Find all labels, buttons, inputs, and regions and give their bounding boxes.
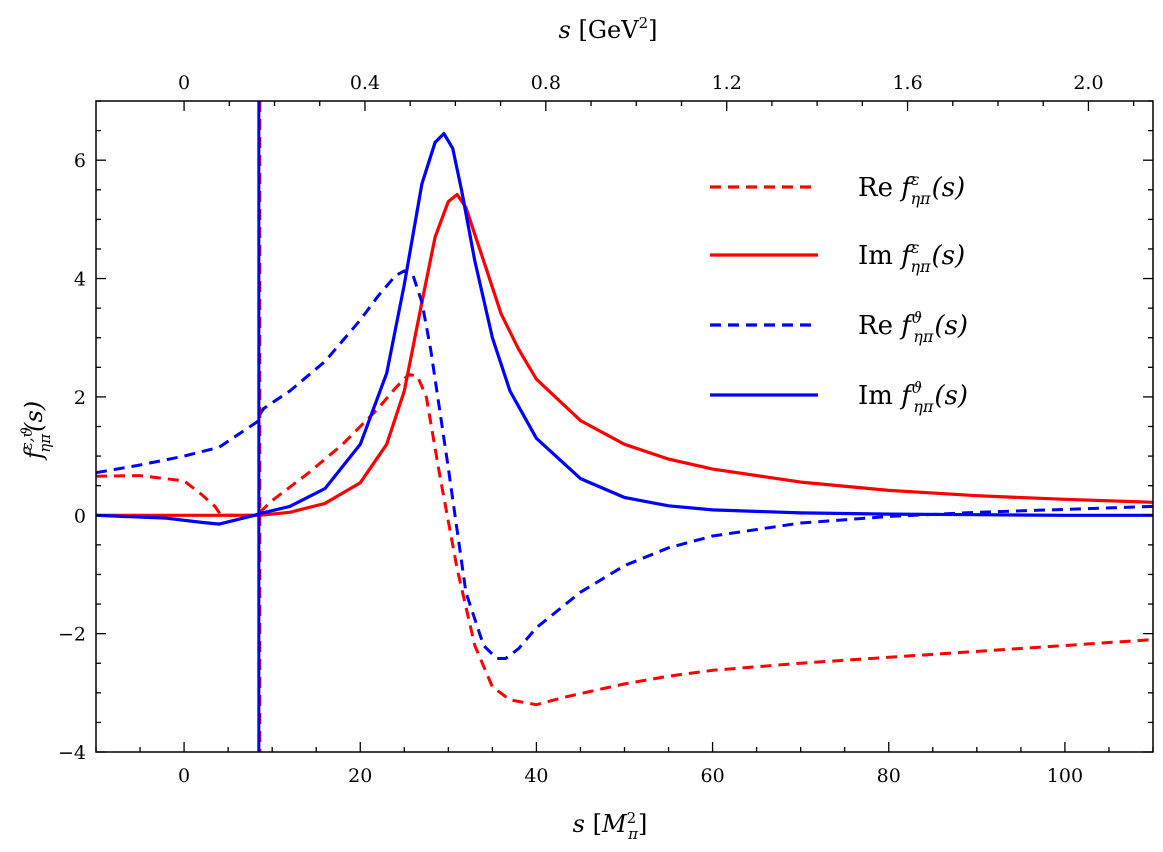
series-line-2 [96, 269, 1153, 660]
x2-tick-label: 1.6 [892, 72, 922, 94]
legend-label-3: Im fϑ ηπ(s) [858, 378, 968, 416]
legend-label-0: Re fε ηπ(s) [858, 170, 965, 208]
x-tick-label: 60 [700, 765, 724, 787]
y-tick-label: 0 [74, 505, 86, 527]
x-tick-label: 100 [1047, 765, 1083, 787]
x2-axis-label: s [GeV2] [559, 14, 658, 44]
series-layer [96, 101, 1153, 752]
x2-tick-label: 2.0 [1073, 72, 1103, 94]
y-tick-label: 6 [74, 150, 86, 172]
x-tick-label: 20 [348, 765, 372, 787]
x2-tick-label: 0.8 [531, 72, 561, 94]
y-tick-label: −4 [58, 742, 86, 764]
y-tick-label: 2 [74, 387, 86, 409]
x-tick-label: 80 [877, 765, 901, 787]
legend-label-1: Im fε ηπ(s) [858, 238, 965, 276]
legend: Re fε ηπ(s) Im fε ηπ(s) Re fϑ ηπ(s) Im fϑ ηπ(s) [710, 170, 968, 416]
legend-label-2: Re fϑ ηπ(s) [858, 308, 968, 346]
x2-tick-label: 0 [178, 72, 190, 94]
tick-layer [95, 100, 1154, 753]
x2-tick-label: 1.2 [712, 72, 742, 94]
y-axis-label: fε,ϑηπ(s) [18, 401, 54, 461]
x-axis-label: s [M2 π] [573, 809, 648, 843]
y-tick-label: 4 [74, 269, 86, 291]
x2-tick-label: 0.4 [350, 72, 380, 94]
series-line-1 [96, 192, 1153, 517]
y-tick-label: −2 [58, 624, 86, 646]
x-tick-label: 0 [178, 765, 190, 787]
x-tick-label: 40 [524, 765, 548, 787]
